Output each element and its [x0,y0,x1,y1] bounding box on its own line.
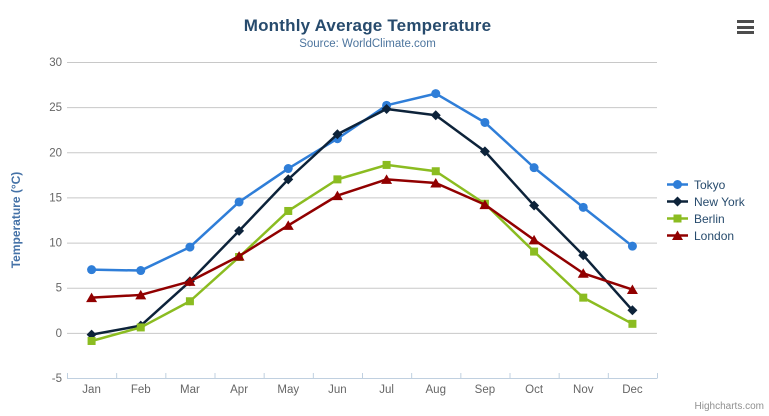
legend-item-tokyo[interactable]: Tokyo [666,176,745,193]
y-axis-title: Temperature (°C) [9,171,23,269]
data-point-london[interactable] [184,276,196,286]
data-point-berlin[interactable] [628,319,637,328]
data-point-london[interactable] [135,289,147,300]
data-point-london[interactable] [577,268,589,278]
data-point-london[interactable] [626,284,638,295]
diamond-marker-icon [667,196,688,207]
y-axis-tick-label: 15 [49,192,62,204]
data-point-london[interactable] [331,190,343,201]
legend-label: Berlin [694,211,725,226]
series-line-new-york [91,107,634,336]
data-point-london[interactable] [528,234,540,245]
square-marker-glyph [673,214,682,223]
context-menu-button[interactable] [737,20,754,34]
data-point-london[interactable] [86,292,98,303]
data-point-berlin[interactable] [185,297,194,306]
x-axis-tick-label: Mar [180,384,200,396]
x-axis-tick-label: Aug [426,384,446,396]
data-point-new-york[interactable] [479,146,490,157]
hamburger-icon [737,20,754,23]
hamburger-icon [737,31,754,34]
y-axis-tick-label: 20 [49,147,62,159]
data-point-berlin[interactable] [382,160,391,169]
data-point-tokyo[interactable] [185,242,195,252]
data-point-london[interactable] [233,251,245,261]
legend-label: New York [694,194,745,209]
data-point-new-york[interactable] [430,110,441,121]
x-axis-tick-label: Apr [230,384,248,396]
triangle-marker-glyph [672,230,683,240]
data-point-new-york[interactable] [627,305,638,316]
data-point-new-york[interactable] [578,250,589,261]
circle-marker-icon [667,180,688,189]
legend-label: London [694,228,735,243]
data-point-tokyo[interactable] [136,266,146,276]
data-point-london[interactable] [282,220,294,230]
x-axis-tick-label: Nov [573,384,594,396]
credits-link[interactable]: Highcharts.com [694,401,764,412]
data-point-london[interactable] [430,177,442,188]
legend-label: Tokyo [694,177,726,192]
data-point-berlin[interactable] [579,293,588,302]
data-point-tokyo[interactable] [480,117,490,127]
chart-title: Monthly Average Temperature [243,16,492,35]
circle-marker-glyph [673,180,682,189]
data-point-tokyo[interactable] [578,202,588,212]
y-axis-tick-label: 0 [56,328,62,340]
y-axis-tick-label: -5 [52,373,62,385]
data-point-tokyo[interactable] [627,241,637,251]
data-point-berlin[interactable] [431,167,440,176]
data-point-new-york[interactable] [529,200,540,211]
y-axis-tick-label: 10 [49,238,62,250]
data-point-tokyo[interactable] [529,163,539,173]
x-axis-tick-label: Sep [475,384,495,396]
x-axis-tick-label: May [277,384,299,396]
hamburger-icon [737,25,754,29]
x-axis-tick-label: Jan [82,384,101,396]
data-point-berlin[interactable] [530,247,539,256]
data-point-tokyo[interactable] [87,265,97,275]
data-point-tokyo[interactable] [283,164,293,174]
legend: Tokyo New York Berlin London [666,176,745,244]
x-axis-tick-label: Jul [379,384,394,396]
y-axis-tick-label: 30 [49,57,62,69]
diamond-marker-glyph [672,196,683,207]
data-point-new-york[interactable] [332,129,343,140]
data-point-berlin[interactable] [284,206,293,215]
legend-item-new-york[interactable]: New York [666,193,745,210]
data-point-new-york[interactable] [234,225,245,236]
data-point-london[interactable] [479,199,491,210]
data-point-berlin[interactable] [333,175,342,184]
legend-item-london[interactable]: London [666,227,745,244]
data-point-berlin[interactable] [136,323,145,332]
y-axis-tick-label: 25 [49,102,62,114]
data-point-new-york[interactable] [283,174,294,185]
chart-subtitle: Source: WorldClimate.com [299,38,436,50]
y-axis-tick-label: 5 [56,283,62,295]
data-point-tokyo[interactable] [234,197,244,207]
series-line-tokyo [91,92,634,272]
x-axis-tick-label: Oct [525,384,544,396]
square-marker-icon [667,214,688,223]
legend-item-berlin[interactable]: Berlin [666,210,745,227]
data-point-new-york[interactable] [381,103,392,114]
x-axis-tick-label: Dec [622,384,643,396]
series-line-berlin [91,163,634,343]
data-point-tokyo[interactable] [431,89,441,99]
x-axis-tick-label: Jun [328,384,347,396]
data-point-berlin[interactable] [87,336,96,345]
series-line-london [91,178,633,299]
triangle-marker-icon [667,230,688,240]
x-axis-tick-label: Feb [131,384,151,396]
data-point-london[interactable] [381,174,393,184]
